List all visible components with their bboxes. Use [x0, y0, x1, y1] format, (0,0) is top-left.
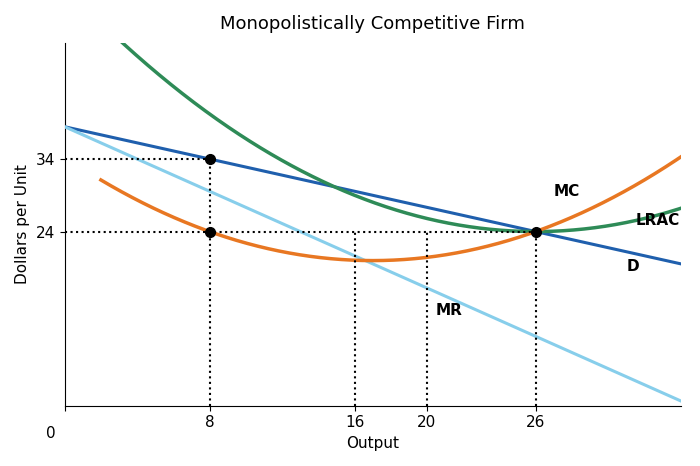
X-axis label: Output: Output	[346, 436, 399, 451]
Text: 0: 0	[46, 426, 55, 441]
Text: MR: MR	[436, 303, 463, 318]
Y-axis label: Dollars per Unit: Dollars per Unit	[15, 164, 30, 284]
Text: LRAC: LRAC	[636, 213, 680, 228]
Title: Monopolistically Competitive Firm: Monopolistically Competitive Firm	[220, 15, 525, 33]
Text: MC: MC	[554, 184, 580, 199]
Text: D: D	[626, 259, 639, 274]
